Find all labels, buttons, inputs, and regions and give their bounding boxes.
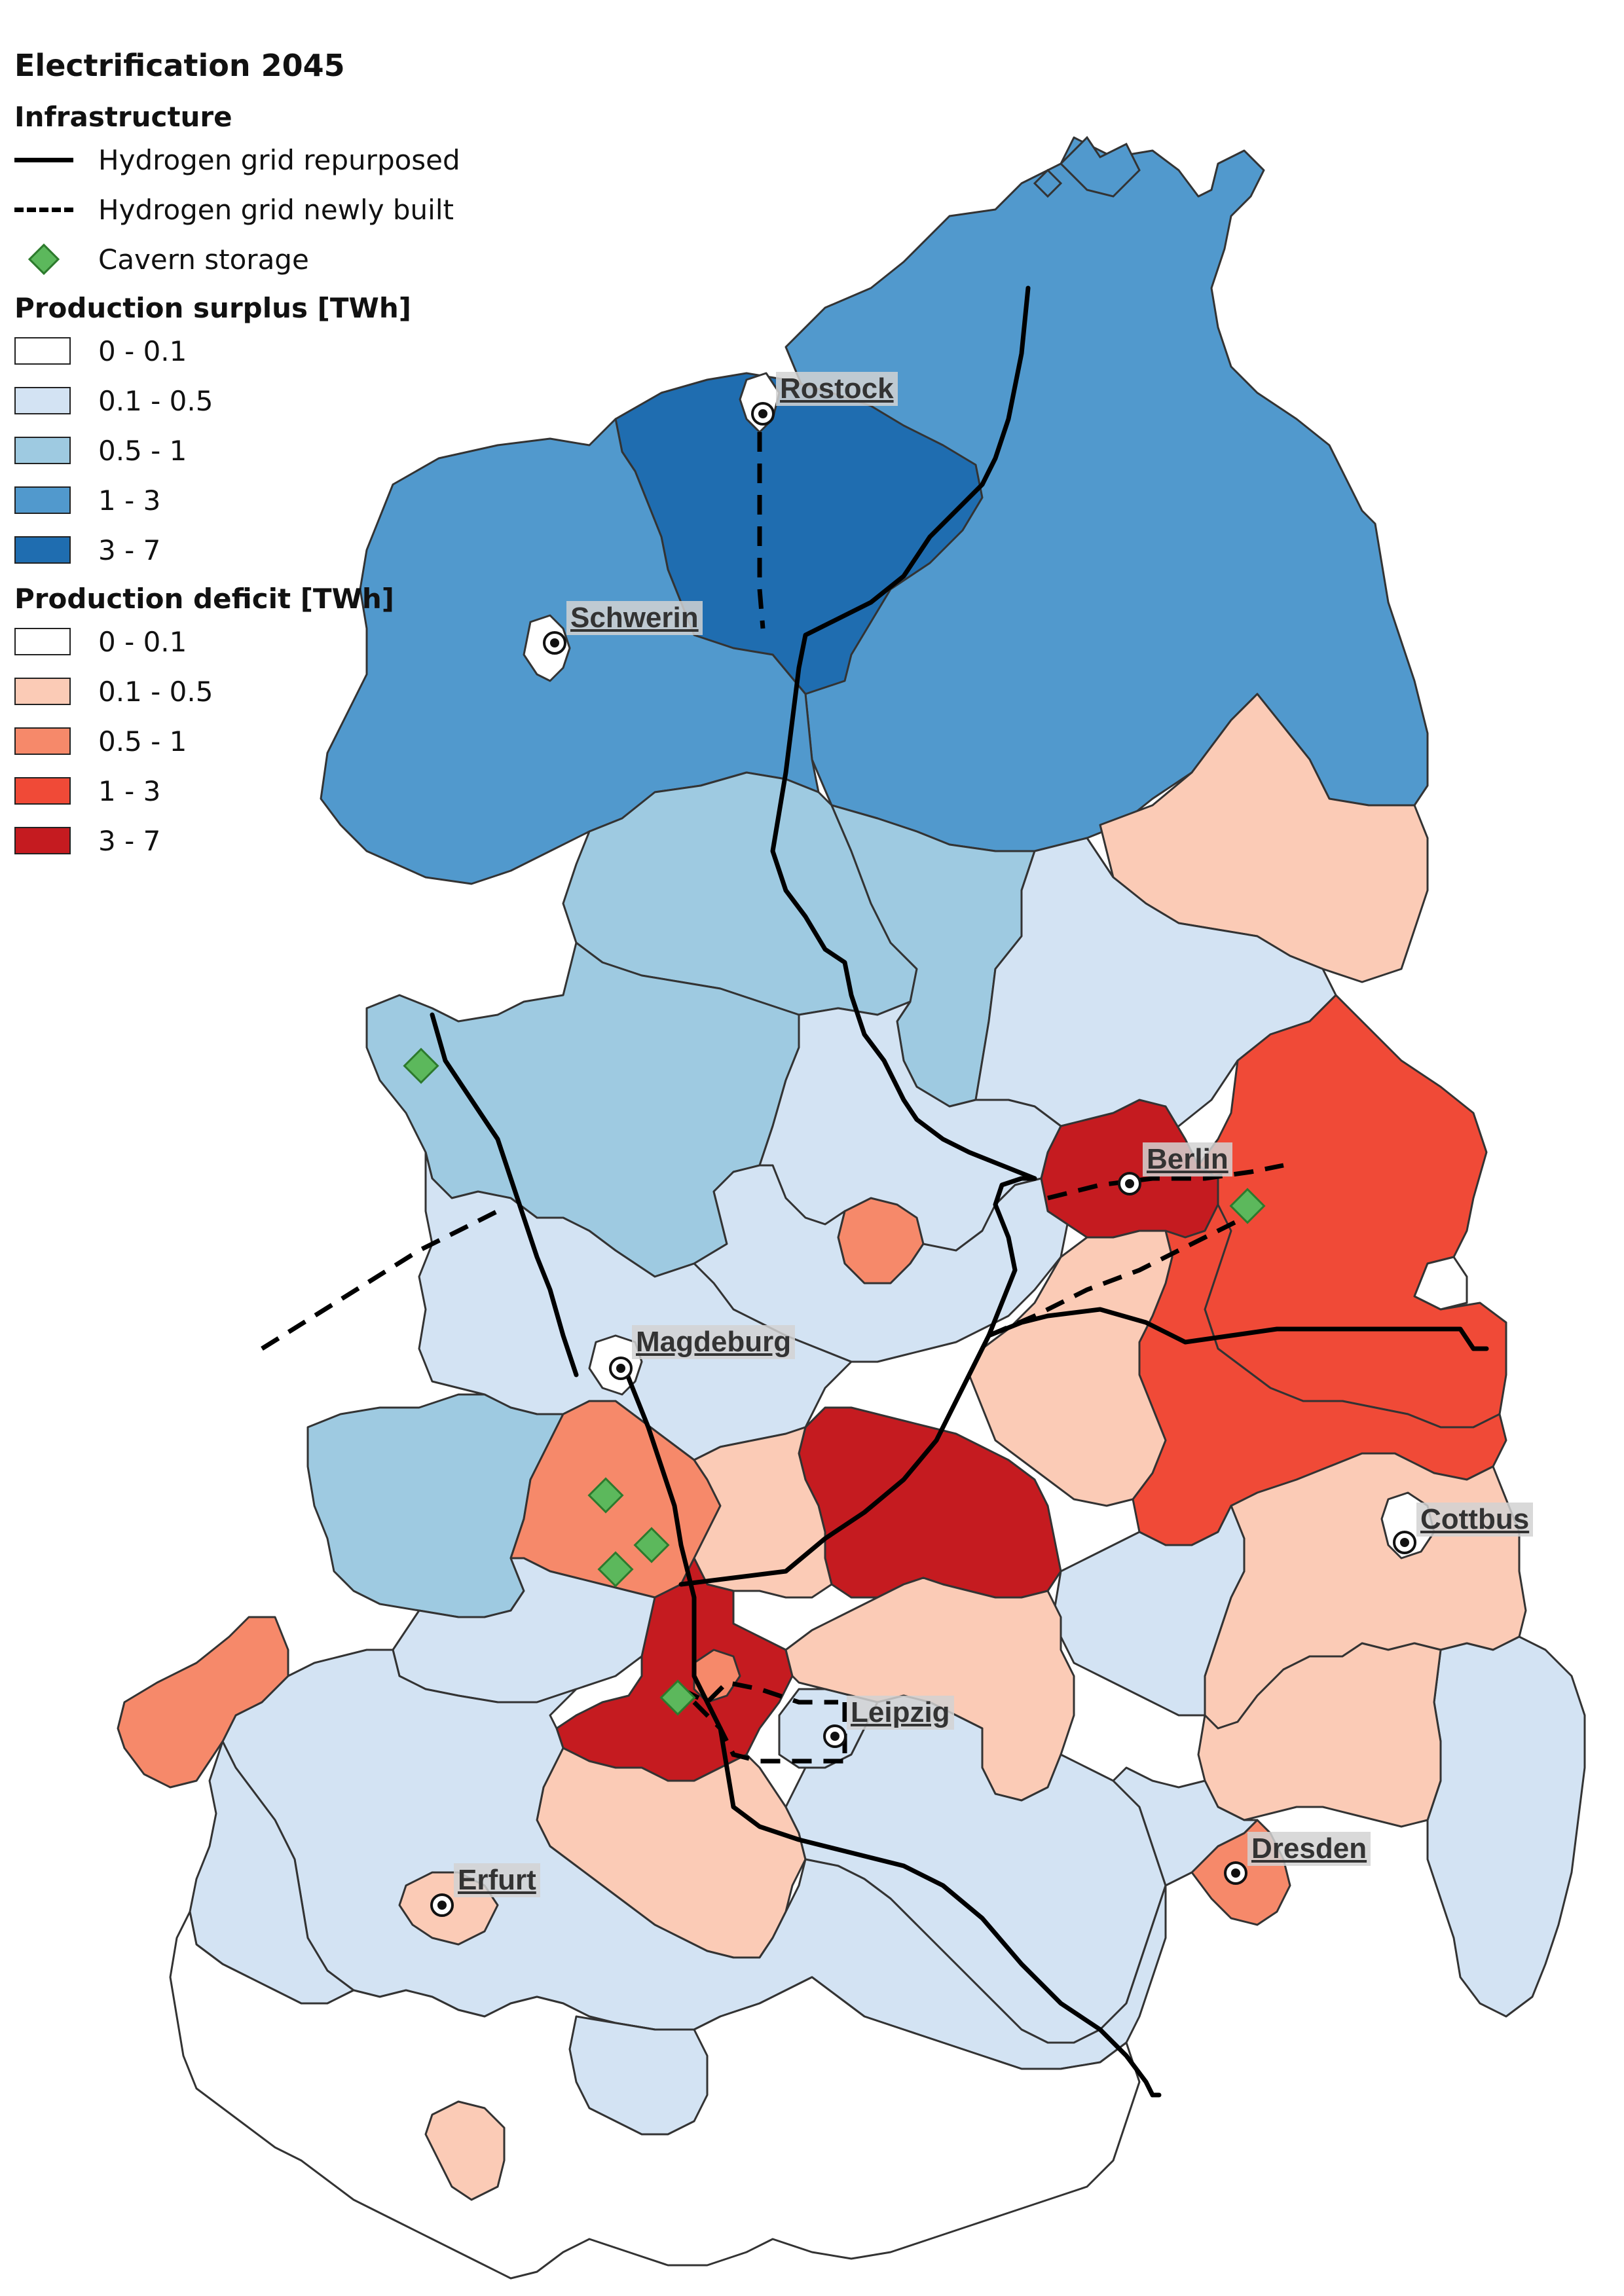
surplus-item: 0.1 - 0.5	[14, 376, 473, 426]
pipeline-east-west	[678, 1176, 1037, 1587]
map-islands	[1033, 136, 1141, 198]
city-label-magdeburg: Magdeburg	[632, 1325, 796, 1359]
legend-label: 3 - 7	[98, 534, 161, 566]
legend-label: 0.5 - 1	[98, 434, 187, 467]
deficit-item: 0 - 0.1	[14, 617, 473, 666]
newbuilt-rostock	[757, 432, 766, 629]
region-frankfurt-oder	[1413, 1256, 1468, 1311]
city-label-dresden: Dresden	[1247, 1832, 1371, 1866]
city-label-cottbus: Cottbus	[1416, 1503, 1534, 1537]
legend-surplus-title: Production surplus [TWh]	[14, 292, 411, 324]
city-label-leipzig: Leipzig	[847, 1696, 954, 1730]
deficit-item: 0.5 - 1	[14, 716, 473, 766]
newbuilt-leipzig-south	[692, 1700, 851, 1764]
city-marker-dresden	[1224, 1861, 1247, 1885]
map-legend: Electrification 2045 Infrastructure Hydr…	[14, 46, 473, 866]
legend-item-newly-built: Hydrogen grid newly built	[14, 185, 473, 234]
city-label-erfurt: Erfurt	[454, 1863, 540, 1897]
region-saale-orla	[568, 2015, 709, 2136]
surplus-item: 0 - 0.1	[14, 326, 473, 376]
region-oberspreewald	[1053, 1504, 1246, 1717]
cavern-storage-marker	[587, 1477, 624, 1514]
city-label-berlin: Berlin	[1143, 1142, 1232, 1176]
color-swatch	[14, 437, 71, 464]
city-label-rostock: Rostock	[776, 372, 898, 406]
city-marker-schwerin	[543, 631, 566, 655]
hydrogen-grid-newly-built	[261, 432, 1284, 1764]
city-marker-cottbus	[1393, 1531, 1416, 1554]
deficit-item: 1 - 3	[14, 766, 473, 816]
city-marker-erfurt	[430, 1893, 454, 1917]
cavern-storage-marker	[597, 1551, 634, 1588]
legend-item-repurposed: Hydrogen grid repurposed	[14, 135, 473, 185]
legend-label: 0 - 0.1	[98, 625, 187, 658]
deficit-item: 0.1 - 0.5	[14, 666, 473, 716]
pipeline-west	[430, 1012, 579, 1377]
island-ruegen	[1059, 136, 1141, 198]
city-markers	[430, 402, 1416, 1917]
region-oberhavel	[974, 837, 1337, 1154]
dashed-line-icon	[14, 207, 73, 212]
legend-label: Hydrogen grid repurposed	[98, 143, 460, 176]
legend-label: 0 - 0.1	[98, 335, 187, 367]
city-marker-rostock	[751, 402, 775, 426]
newbuilt-berlin-southwest	[987, 1215, 1246, 1338]
region-west-wedge	[117, 1616, 289, 1789]
color-swatch	[14, 777, 71, 805]
surplus-item: 0.5 - 1	[14, 426, 473, 475]
surplus-item: 3 - 7	[14, 525, 473, 575]
region-lausitz-east	[1426, 1635, 1586, 2018]
hydrogen-grid-repurposed	[430, 285, 1489, 2098]
cavern-storage-sites	[403, 1048, 1266, 1716]
city-marker-leipzig	[823, 1724, 847, 1748]
legend-label: 0.5 - 1	[98, 725, 187, 757]
map-title: Electrification 2045	[14, 48, 345, 83]
pipeline-magdeburg-south	[619, 1359, 1162, 2098]
color-swatch	[14, 678, 71, 705]
city-marker-magdeburg	[609, 1357, 633, 1380]
legend-label: 0.1 - 0.5	[98, 384, 213, 417]
surplus-item: 1 - 3	[14, 475, 473, 525]
legend-label: 1 - 3	[98, 774, 161, 807]
newbuilt-berlin-east	[1047, 1163, 1284, 1201]
cavern-storage-marker	[403, 1048, 439, 1084]
city-marker-berlin	[1118, 1172, 1141, 1195]
pipeline-east	[986, 1307, 1489, 1351]
color-swatch	[14, 628, 71, 655]
color-swatch	[14, 486, 71, 514]
pipeline-north-south	[770, 285, 1037, 1181]
map-regions	[117, 136, 1586, 2280]
cavern-storage-marker	[633, 1527, 670, 1563]
color-swatch	[14, 827, 71, 854]
cavern-storage-marker	[659, 1679, 696, 1716]
color-swatch	[14, 727, 71, 755]
legend-label: 1 - 3	[98, 484, 161, 517]
city-label-schwerin: Schwerin	[566, 601, 703, 635]
newbuilt-leipzig	[680, 1680, 838, 1705]
legend-label: Hydrogen grid newly built	[98, 193, 454, 226]
legend-label: 0.1 - 0.5	[98, 675, 213, 708]
color-swatch	[14, 536, 71, 564]
legend-deficit-title: Production deficit [TWh]	[14, 583, 395, 615]
region-goerlitz-west	[1197, 1642, 1442, 1828]
region-dessau	[693, 1426, 833, 1599]
color-swatch	[14, 387, 71, 414]
cavern-storage-marker	[1229, 1188, 1266, 1224]
island-north	[1033, 168, 1063, 198]
region-thuringia-south-deficit	[424, 2100, 506, 2201]
color-swatch	[14, 337, 71, 365]
legend-label: Cavern storage	[98, 243, 309, 276]
diamond-icon	[28, 243, 60, 276]
legend-label: 3 - 7	[98, 824, 161, 857]
solid-line-icon	[14, 157, 73, 162]
newbuilt-west	[261, 1209, 499, 1351]
legend-infrastructure-title: Infrastructure	[14, 101, 232, 133]
legend-item-cavern: Cavern storage	[14, 234, 473, 284]
deficit-item: 3 - 7	[14, 816, 473, 866]
